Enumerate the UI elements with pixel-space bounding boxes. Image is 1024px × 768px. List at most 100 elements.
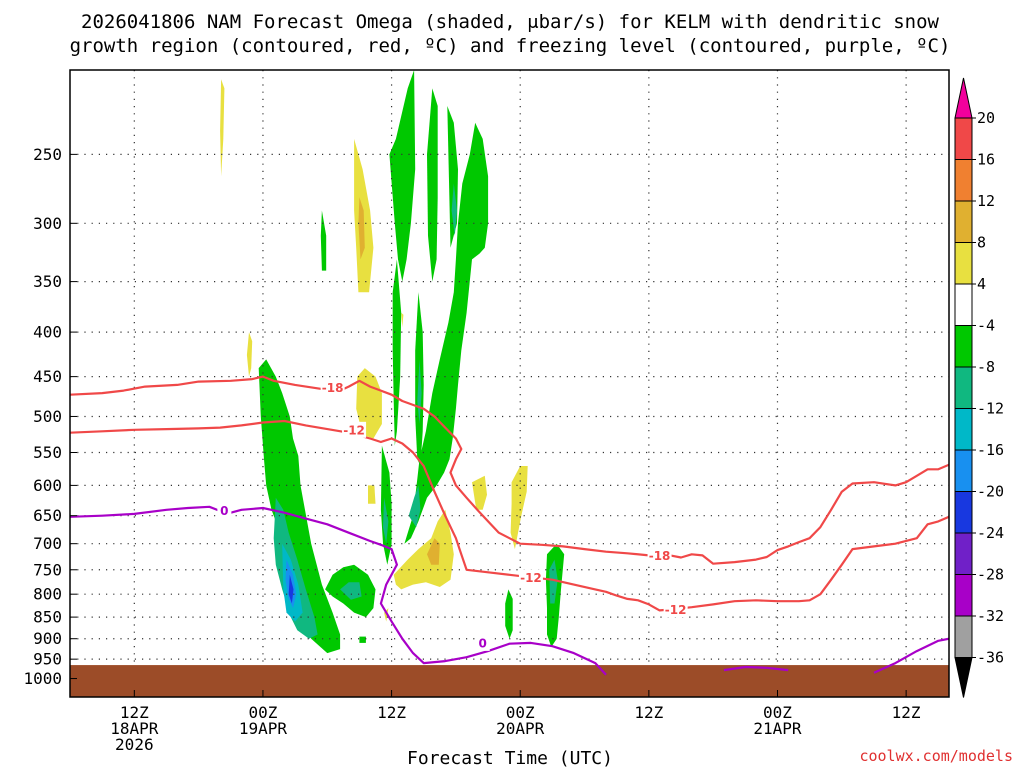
chart-title-line1: 2026041806 NAM Forecast Omega (shaded, μ…	[81, 11, 939, 33]
contour-label: 0	[220, 504, 228, 518]
colorbar-swatch	[954, 408, 973, 451]
omega-region--8	[505, 589, 513, 639]
omega-region--8	[320, 210, 327, 271]
omega-region--8	[389, 70, 416, 282]
colorbar-swatch	[954, 117, 973, 160]
credit-link[interactable]: coolwx.com/models	[859, 747, 1013, 765]
plot-frame	[69, 69, 950, 698]
colorbar-swatch	[954, 242, 973, 285]
contour-label-bg	[217, 502, 232, 519]
omega-region--8	[380, 445, 392, 565]
y-tick-label: 650	[33, 506, 62, 525]
colorbar: 20 16 12 8 4 -4 -8 -12 -16 -20 -24 -28 -32 -36	[954, 77, 1004, 698]
colorbar-swatch	[954, 283, 973, 326]
x-tick-label: 12Z	[377, 703, 406, 722]
contour-label-bg	[475, 634, 490, 651]
freezing-level-contour	[873, 637, 949, 674]
omega-region--8	[404, 122, 489, 544]
colorbar-label: 4	[977, 275, 986, 293]
omega-region-4	[246, 332, 253, 377]
colorbar-swatch	[954, 159, 973, 202]
y-tick-label: 750	[33, 560, 62, 579]
contour-label: -12	[665, 603, 687, 617]
y-tick-label: 600	[33, 476, 62, 495]
omega-region-4	[368, 485, 376, 504]
colorbar-label: -16	[977, 441, 1004, 459]
x-axis-label: Forecast Time (UTC)	[407, 748, 613, 768]
y-tick-label: 700	[33, 534, 62, 553]
colorbar-top-arrow	[954, 77, 973, 119]
omega-region--8	[427, 88, 438, 282]
y-tick-label: 450	[33, 367, 62, 386]
omega-region--12	[383, 497, 389, 544]
contour-label: -18	[322, 381, 344, 395]
colorbar-label: -36	[977, 649, 1004, 667]
x-tick-label: 21APR	[753, 719, 802, 738]
contour-label-bg	[518, 569, 543, 586]
omega-region--8	[258, 359, 341, 654]
freezing-level-contour	[723, 665, 789, 672]
colorbar-label: 8	[977, 234, 986, 252]
colorbar-swatch	[954, 366, 973, 409]
colorbar-swatch	[954, 449, 973, 492]
x-tick-label: 12Z	[892, 703, 921, 722]
gridlines	[70, 70, 949, 697]
y-tick-label: 500	[33, 407, 62, 426]
contour-label-bg	[647, 547, 672, 564]
y-tick-label: 900	[33, 629, 62, 648]
terrain-fill	[70, 665, 949, 697]
x-tick-label: 20APR	[496, 719, 545, 738]
omega-region-8	[358, 197, 365, 260]
y-tick-label: 850	[33, 608, 62, 627]
omega-region-8	[427, 538, 440, 565]
colorbar-label: -20	[977, 483, 1004, 501]
y-tick-label: 800	[33, 585, 62, 604]
dgz-contour--12	[70, 419, 949, 612]
omega-region--12	[408, 485, 421, 528]
colorbar-label: -28	[977, 566, 1004, 584]
omega-region-4	[510, 466, 528, 550]
omega-region-4	[401, 312, 404, 328]
contour-labels: -18 -18 -12 -12 -12 0 0	[217, 379, 688, 651]
terrain	[70, 665, 949, 697]
y-axis: 250 300 350 400 450 500 550 600 650 700 750 800 850 9…	[23, 145, 77, 688]
omega-region-4	[356, 368, 382, 439]
dgz-contour--18	[70, 375, 949, 565]
x-tick-label: 00Z	[506, 703, 535, 722]
contour-label: -18	[649, 549, 671, 563]
colorbar-label: -4	[977, 317, 995, 335]
contour-label-bg	[342, 421, 367, 438]
colorbar-label: -24	[977, 524, 1004, 542]
colorbar-swatch	[954, 532, 973, 575]
omega-region--12	[549, 559, 558, 604]
chart-title-line2: growth region (contoured, red, ºC) and f…	[70, 35, 951, 57]
omega-region--12	[451, 183, 457, 236]
y-tick-label: 250	[33, 145, 62, 164]
y-tick-label: 350	[33, 272, 62, 291]
omega-region--8	[392, 259, 402, 446]
colorbar-label: 16	[977, 151, 995, 169]
colorbar-label: -12	[977, 400, 1004, 418]
y-tick-label: 550	[33, 443, 62, 462]
colorbar-label: -8	[977, 358, 995, 376]
colorbar-label: 20	[977, 109, 995, 127]
omega-region--12	[340, 582, 362, 600]
colorbar-swatch	[954, 200, 973, 243]
y-tick-label: 300	[33, 214, 62, 233]
colorbar-bottom-arrow	[954, 657, 973, 698]
temperature-contours	[70, 375, 949, 676]
omega-region-4	[472, 475, 487, 510]
x-tick-label: 00Z	[763, 703, 792, 722]
x-tick-label: 19APR	[239, 719, 288, 738]
freezing-level-contour	[70, 505, 607, 676]
y-tick-label: 1000	[23, 669, 62, 688]
omega-region-4	[220, 79, 225, 177]
x-tick-label: 12Z	[120, 703, 149, 722]
contour-label: -12	[343, 423, 365, 437]
omega-region--12	[273, 497, 318, 639]
colorbar-label: -32	[977, 607, 1004, 625]
x-tick-label: 12Z	[634, 703, 663, 722]
colorbar-label: 12	[977, 192, 995, 210]
